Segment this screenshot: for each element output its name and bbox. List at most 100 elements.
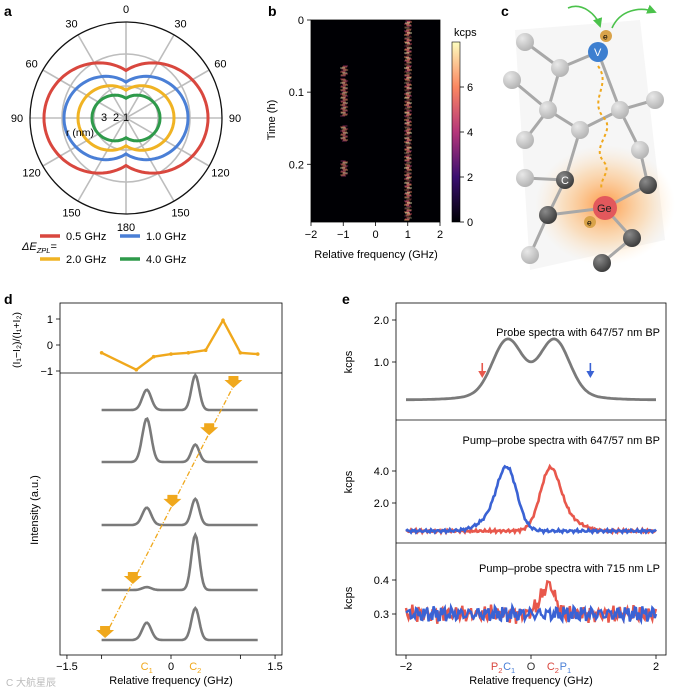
angle-label-4: 120: [211, 168, 229, 180]
angle-label-8: 120: [22, 168, 40, 180]
probe-arrow-red-head: [478, 371, 487, 378]
intensity-trace-1: [101, 416, 258, 464]
legend-sub: ZPL: [36, 246, 51, 255]
legend: 0.5 GHz 1.0 GHz 2.0 GHz 4.0 GHz: [40, 231, 186, 266]
e1-ytick-label-0: 2.0: [374, 315, 389, 327]
contrast-point-2: [151, 354, 156, 359]
panel-e-ticks: 2.01.04.02.00.40.3−2 2P2 C1 O C2 P1: [374, 315, 659, 675]
probe-ylabel: kcps: [343, 350, 355, 373]
polar-curve-3: [90, 93, 162, 143]
electron-bottom-label: e: [587, 218, 592, 228]
e1-ytick-label-1: 1.0: [374, 357, 389, 369]
green-arrow-in: [567, 5, 603, 28]
top-ytick-label-0: 1: [47, 314, 53, 326]
cb-label-1: 2: [467, 172, 473, 184]
ytick-label-1: 0.1: [289, 87, 304, 99]
e3-ytick-label-0: 0.4: [374, 575, 389, 587]
pump-probe-lp-title: Pump–probe spectra with 715 nm LP: [479, 563, 660, 575]
d-xtick-label-0: −1.5: [56, 661, 78, 673]
angle-label-11: 30: [65, 19, 77, 31]
carbon-label: C: [561, 175, 569, 187]
intensity-traces: [101, 372, 258, 642]
cb-label-3: 6: [467, 82, 473, 94]
contrast-point-0: [99, 351, 104, 355]
probe-title: Probe spectra with 647/57 nm BP: [496, 327, 660, 339]
legend-suffix: =: [50, 241, 56, 253]
panel-c-lattice: C V e Ge e: [503, 4, 675, 272]
heatmap-lines: [340, 20, 412, 221]
c2-label: C2: [189, 661, 201, 675]
angle-label-9: 90: [11, 113, 23, 125]
diagonal-marker-2: [163, 494, 182, 507]
contrast-point-3: [169, 352, 173, 356]
panel-d-ticks: 1 0 −1 −1.5 0 1.5 C1 C2: [40, 314, 282, 675]
top-ytick-label-2: −1: [40, 366, 53, 378]
pump-probe-bp-title: Pump–probe spectra with 647/57 nm BP: [462, 435, 660, 447]
xtick-label-3: 1: [405, 229, 411, 241]
ytick-label-2: 0.2: [289, 159, 304, 171]
polar-curve-0: [42, 61, 210, 175]
top-ytick-label-1: 0: [47, 340, 53, 352]
contrast-point-8: [255, 352, 260, 356]
polar-curve-1: [62, 74, 190, 162]
c1-sub: 1: [149, 666, 153, 675]
germanium-label: Ge: [597, 203, 612, 215]
radial-axis-label: r (nm): [66, 127, 94, 139]
e-freq-label-2: O: [527, 661, 536, 673]
intensity-trace-2: [101, 496, 258, 527]
c1-label: C1: [141, 661, 153, 675]
xtick-label-2: 0: [372, 229, 378, 241]
grid-ring-0: [93, 85, 159, 151]
electron-top: [600, 30, 612, 42]
heatmap-ticks: −2 −1 0 1 2 0 0.1 0.2: [289, 15, 443, 241]
diagonal-marker-1: [200, 423, 219, 436]
radial-label-2: 2: [113, 112, 119, 124]
colorbar-ticks: 0 2 4 6: [460, 82, 473, 229]
e2-ytick-label-1: 2.0: [374, 498, 389, 510]
diagonal-marker-3: [123, 571, 142, 584]
colorbar: [451, 41, 461, 223]
angle-label-7: 150: [62, 207, 80, 219]
panel-label-d: d: [4, 291, 13, 307]
contrast-point-1: [134, 367, 139, 372]
polar-curves: [42, 61, 210, 175]
angle-label-2: 60: [214, 59, 226, 71]
lattice-atoms: [503, 33, 664, 272]
e-freq-sub-3: 2: [555, 666, 559, 675]
pump-probe-lp-red: [404, 579, 658, 625]
intensity-trace-3: [101, 531, 258, 592]
e2-ytick-label-0: 4.0: [374, 466, 389, 478]
angle-label-6: 180: [117, 222, 135, 234]
angle-label-1: 30: [174, 19, 186, 31]
legend-label-3: 4.0 GHz: [146, 254, 186, 266]
e3-ytick-label-1: 0.3: [374, 609, 389, 621]
legend-label-0: 0.5 GHz: [66, 231, 106, 243]
contrast-point-7: [238, 351, 243, 355]
pump-probe-lp-ylabel: kcps: [343, 586, 355, 609]
spoke-60: [125, 69, 210, 119]
e-xtick-label-0: −2: [400, 661, 413, 673]
heatmap-background: [311, 20, 440, 222]
legend-label-1: 1.0 GHz: [146, 231, 186, 243]
vacancy-atom: [588, 42, 608, 62]
contrast-point-4: [186, 351, 191, 355]
contrast-ylabel: (I₁−I₂)/(I₁+I₂): [11, 312, 23, 368]
watermark: C 大航星辰: [6, 676, 56, 689]
cb-label-2: 4: [467, 127, 473, 139]
d-xtick-label-4: 1.5: [267, 661, 282, 673]
ytick-label-0: 0: [298, 15, 304, 27]
pump-probe-bp-ylabel: kcps: [343, 470, 355, 493]
e-freq-label-3: C2: [547, 661, 559, 675]
polar-curve-2: [76, 84, 176, 152]
legend-label-2: 2.0 GHz: [66, 254, 106, 266]
radial-label-3: 3: [101, 112, 107, 124]
pump-probe-lp-blue: [405, 602, 658, 626]
panel-d-spectra: 1 0 −1 −1.5 0 1.5 C1 C2 (I₁−I₂)/(I₁+I₂) Intensi…: [11, 302, 283, 687]
polar-angle-labels: 0 30 60 90 120 150 180 150 120 90 60 30: [11, 4, 241, 234]
diagonal-marker-4: [96, 626, 115, 638]
panel-e-xlabel: Relative frequency (GHz): [469, 675, 593, 687]
electron-bottom: [584, 216, 596, 228]
contrast-point-6: [221, 318, 225, 323]
pump-probe-bp-red: [405, 463, 657, 536]
carbon-atom: [556, 171, 574, 189]
